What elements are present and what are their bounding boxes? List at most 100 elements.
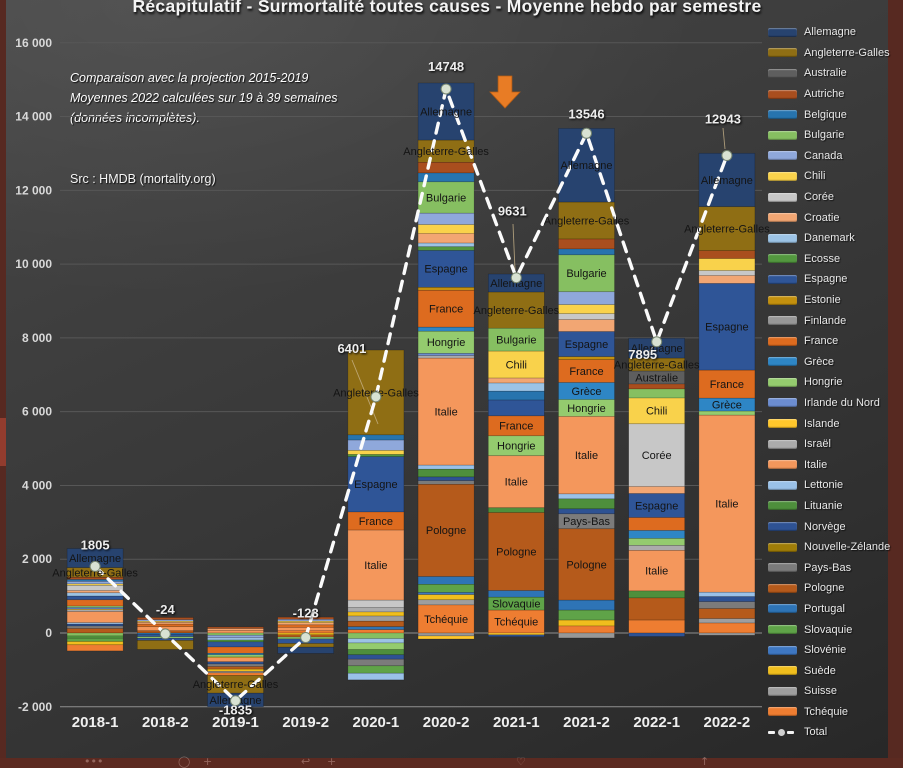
bar-segment-Pologne: [347, 620, 405, 628]
bar-segment-Slovénie: [417, 592, 475, 595]
segment-label-Allemagne: Allemagne: [631, 343, 683, 355]
bar-segment-Autriche: [628, 383, 686, 390]
bar-segment-Hongrie: [698, 410, 756, 416]
bar-segment-Autriche: [277, 616, 335, 620]
bar-segment-Israël: [628, 545, 686, 551]
bar-segment-Estonie: [417, 287, 475, 291]
bar-segment-Finlande: [417, 632, 475, 637]
bar-segment-Pays-Bas: [698, 601, 756, 609]
callout-leader-line: [512, 223, 516, 271]
legend-item-Croatie: Croatie: [768, 207, 888, 228]
bar-segment-Italie: [698, 414, 756, 593]
bar-segment-Canada: [558, 291, 615, 305]
segment-label-Espagne: Espagne: [354, 479, 397, 491]
legend-label: Israël: [804, 438, 831, 451]
legend-swatch: [768, 460, 797, 470]
undo-icon[interactable]: ↩: [301, 755, 311, 768]
plus-icon[interactable]: +: [203, 755, 213, 768]
bar-segment-Bulgarie: [417, 181, 475, 214]
segment-label-Angleterre-Galles: Angleterre-Galles: [403, 146, 489, 158]
bar-segment-Estonie: [558, 356, 615, 360]
circle-icon[interactable]: ◯: [178, 755, 191, 768]
y-axis-tick-label: -2 000: [18, 700, 52, 714]
bar-segment-Pologne: [207, 666, 264, 670]
bar-segment-Pologne: [417, 484, 475, 577]
legend-label: Danemark: [804, 232, 855, 245]
legend-item-Danemark: Danemark: [768, 228, 888, 249]
bar-segment-Hongrie: [347, 642, 405, 650]
bar-segment-Italie: [628, 550, 686, 592]
legend-label: Lituanie: [804, 499, 843, 512]
legend-label: Ecosse: [804, 252, 841, 265]
bar-segment-Norvège: [417, 476, 475, 481]
segment-label-Hongrie: Hongrie: [567, 403, 606, 415]
plus-icon-2[interactable]: +: [327, 755, 337, 768]
chart-canvas: Récapitulatif - Surmortalité toutes caus…: [6, 0, 891, 758]
bar-segment-Canada: [66, 581, 124, 585]
legend-item-Tchéquie: Tchéquie: [768, 702, 888, 723]
legend-label: Suède: [804, 664, 836, 677]
bar-segment-Norvège: [558, 508, 615, 515]
bar-segment-Lituanie: [628, 590, 686, 599]
legend-label: Tchéquie: [804, 705, 849, 718]
ellipsis-icon[interactable]: •••: [84, 755, 104, 768]
x-axis-label-2022-2: 2022-2: [704, 714, 751, 731]
legend-item-Estonie: Estonie: [768, 290, 888, 311]
legend-label: Suisse: [804, 685, 838, 698]
bar-segment-Italie: [277, 627, 335, 632]
bar-segment-Grèce: [417, 326, 475, 332]
total-value-label: 13546: [568, 106, 604, 121]
legend-label: Slovaquie: [804, 623, 853, 636]
bar-segment-Corée: [698, 270, 756, 276]
bar-segment-Israël: [417, 355, 475, 359]
legend-label: Australie: [804, 67, 847, 80]
x-axis-label-2020-2: 2020-2: [423, 714, 470, 731]
legend-item-Ecosse: Ecosse: [768, 249, 888, 270]
bar-segment-Finlande: [558, 632, 615, 639]
segment-label-Tchéquie: Tchéquie: [494, 616, 538, 628]
bar-segment-Tchéquie: [698, 622, 756, 634]
segment-label-Slovaquie: Slovaquie: [492, 598, 540, 610]
total-value-label: 1805: [81, 537, 110, 552]
bar-segment-Italie: [66, 611, 124, 623]
segment-label-Tchéquie: Tchéquie: [424, 614, 468, 626]
legend-label: Nouvelle-Zélande: [804, 541, 891, 554]
legend-label: Portugal: [804, 602, 845, 615]
bar-segment-Grèce: [628, 530, 686, 539]
segment-label-Chili: Chili: [646, 406, 667, 418]
bar-segment-Hongrie: [207, 654, 264, 658]
legend-item-Autriche: Autriche: [768, 84, 888, 105]
legend-swatch: [768, 274, 797, 284]
legend-swatch: [768, 213, 797, 223]
bar-segment-Norvège: [487, 634, 545, 637]
bar-segment-Belgique: [487, 390, 545, 401]
legend-swatch: [768, 336, 797, 346]
x-axis-label-2020-1: 2020-1: [353, 714, 400, 731]
segment-label-Corée: Corée: [642, 450, 672, 462]
y-axis-tick-label: 12 000: [15, 183, 52, 197]
bar-2019-1: [207, 626, 264, 708]
legend-label: Espagne: [804, 273, 848, 286]
heart-icon[interactable]: ♡: [516, 755, 526, 768]
total-marker: [89, 560, 101, 572]
bar-segment-Bulgarie: [347, 632, 405, 639]
y-axis-tick-label: 8 000: [22, 331, 52, 345]
arrow-up-icon[interactable]: ↑: [700, 755, 710, 768]
legend-swatch: [768, 625, 797, 635]
bar-segment-France: [207, 646, 264, 654]
bar-segment-Norvège: [347, 654, 405, 660]
legend-swatch: [768, 563, 797, 573]
segment-label-Bulgarie: Bulgarie: [496, 334, 536, 346]
segment-label-Grèce: Grèce: [712, 399, 742, 411]
segment-label-France: France: [569, 366, 603, 378]
segment-label-France: France: [429, 304, 463, 316]
legend-swatch: [768, 233, 797, 243]
bar-segment-Canada: [417, 212, 475, 225]
bar-segment-Croatie: [66, 590, 124, 594]
total-marker: [300, 632, 312, 644]
bar-segment-France: [628, 517, 686, 531]
bar-segment-Pays-Bas: [66, 625, 124, 629]
segment-label-Italie: Italie: [505, 477, 528, 489]
legend-swatch: [768, 68, 797, 78]
